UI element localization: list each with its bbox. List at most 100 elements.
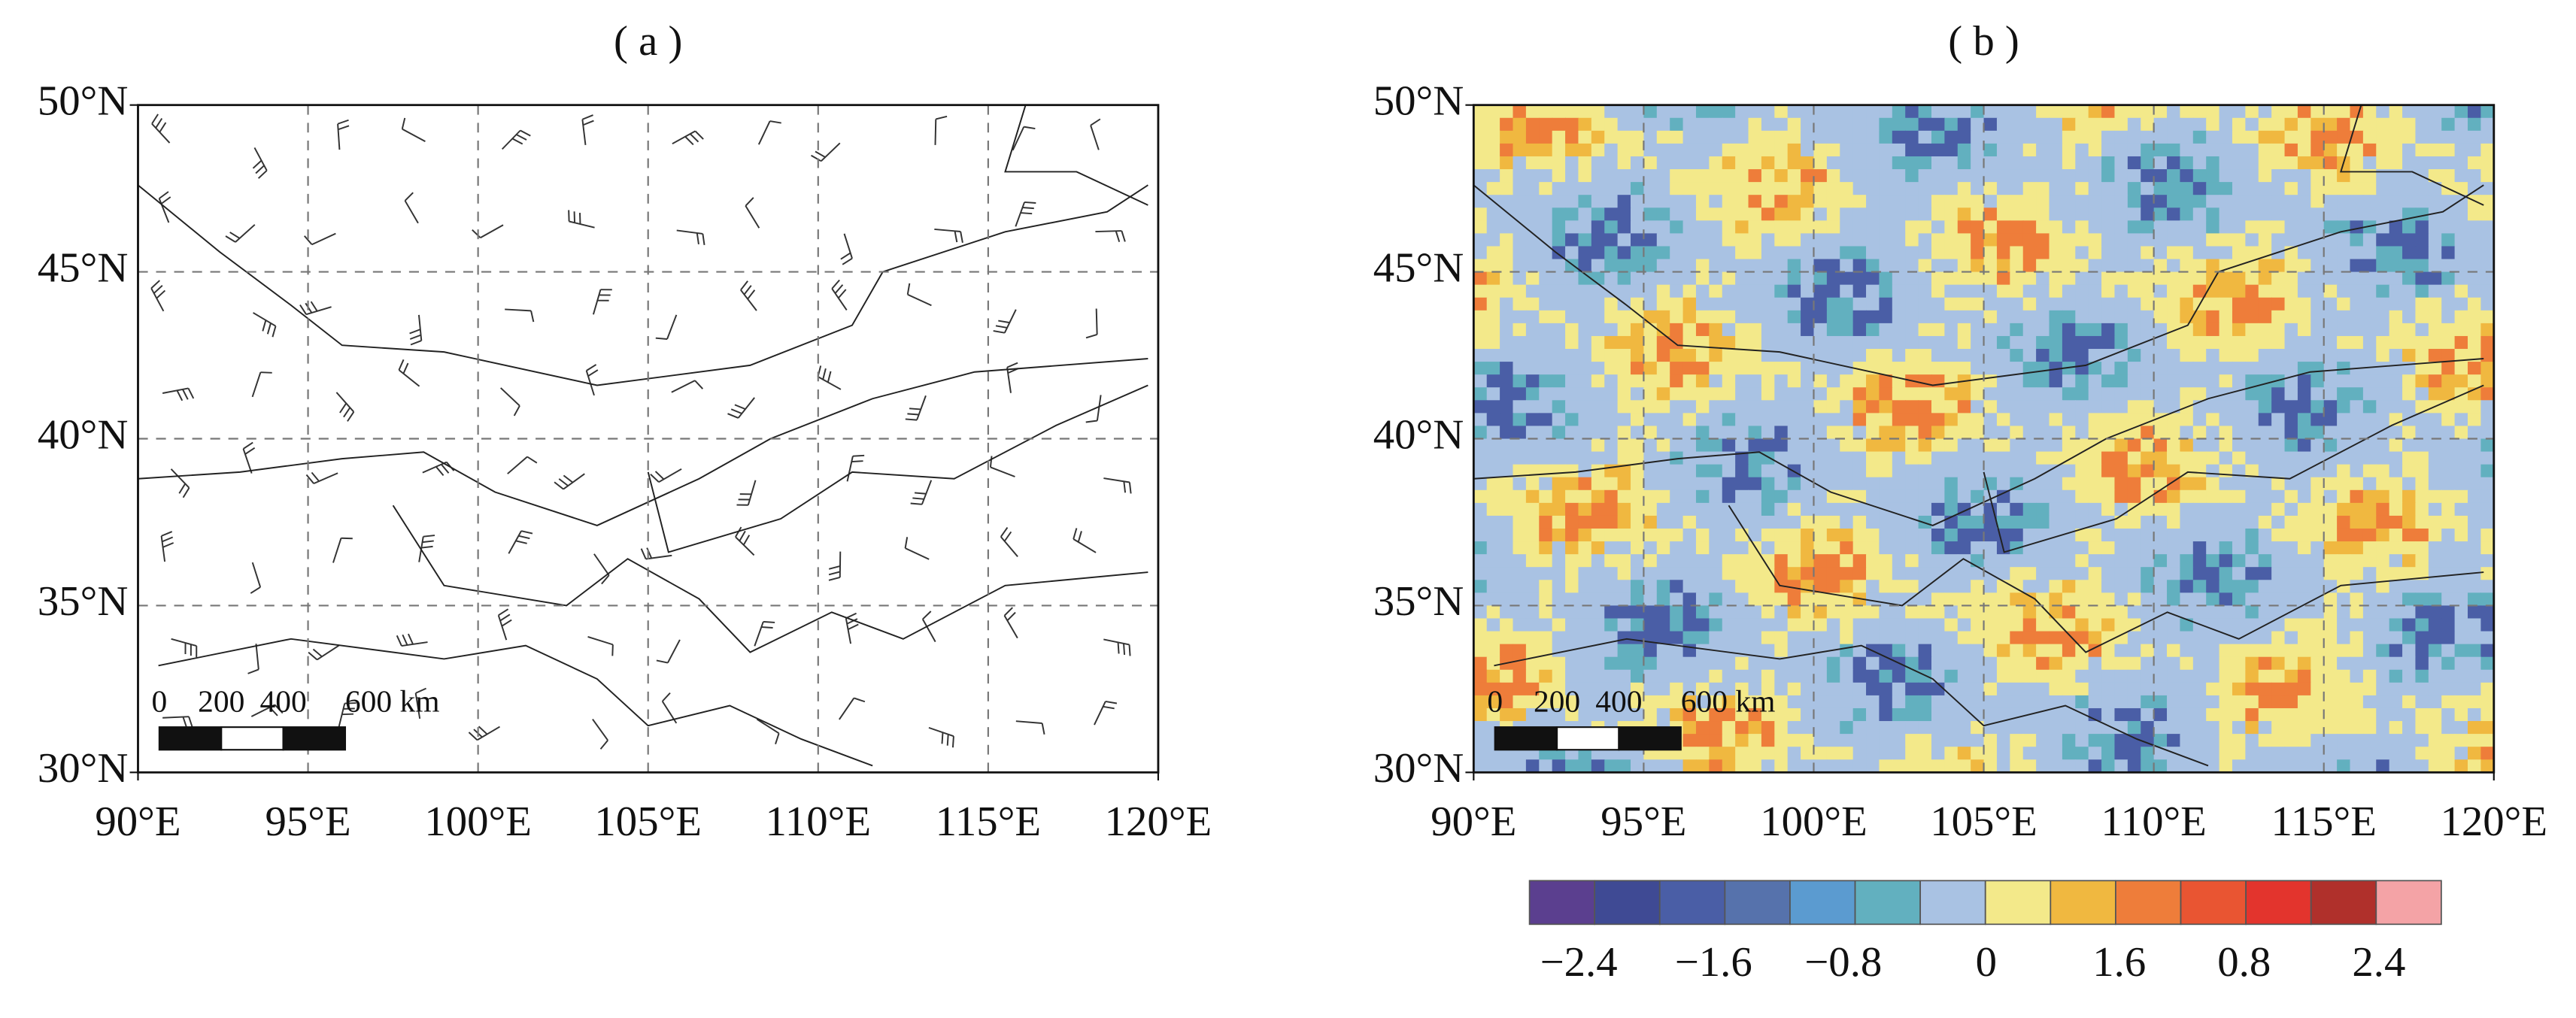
field-cell — [1813, 747, 1828, 760]
field-cell — [2114, 618, 2128, 632]
field-cell — [1879, 387, 1893, 401]
field-cell — [2075, 156, 2089, 170]
field-cell — [1552, 387, 1566, 401]
field-cell — [1983, 362, 1998, 375]
field-cell — [2297, 374, 2311, 388]
field-cell — [1996, 721, 2010, 735]
field-cell — [2362, 592, 2377, 607]
field-cell — [2454, 528, 2468, 542]
field-cell — [2468, 605, 2482, 620]
field-cell — [2141, 605, 2155, 620]
field-cell — [2141, 592, 2155, 607]
wind-barb-tick — [1003, 607, 1013, 617]
field-cell — [1879, 656, 1893, 671]
field-cell — [2153, 323, 2168, 337]
field-cell — [1709, 284, 1723, 298]
field-cell — [1656, 669, 1670, 683]
field-cell — [2141, 271, 2155, 286]
field-cell — [2271, 143, 2286, 157]
field-cell — [2258, 554, 2272, 568]
field-cell — [1695, 682, 1710, 696]
field-cell — [2428, 605, 2442, 620]
field-cell — [2323, 349, 2338, 362]
field-cell — [1813, 489, 1828, 504]
field-cell — [1918, 259, 1932, 273]
field-cell — [2153, 130, 2168, 144]
field-cell — [2075, 451, 2089, 465]
field-cell — [2258, 682, 2272, 696]
field-cell — [1983, 182, 1998, 195]
field-cell — [1500, 682, 1514, 696]
wind-barb-tick — [554, 481, 564, 490]
field-cell — [2167, 310, 2181, 324]
field-cell — [1473, 747, 1488, 760]
wind-barb — [1015, 201, 1026, 227]
field-cell — [1552, 528, 1566, 542]
field-cell — [1905, 477, 1919, 491]
field-cell — [1695, 130, 1710, 144]
field-cell — [2245, 721, 2259, 735]
field-cell — [2454, 349, 2468, 362]
field-cell — [2428, 707, 2442, 722]
field-cell — [1695, 362, 1710, 375]
field-cell — [1552, 374, 1566, 388]
field-cell — [2127, 464, 2141, 478]
field-cell — [2350, 631, 2364, 645]
field-cell — [2088, 117, 2102, 132]
field-cell — [2323, 362, 2338, 375]
field-cell — [1539, 143, 1553, 157]
field-cell — [2284, 721, 2298, 735]
field-cell — [1513, 438, 1527, 453]
field-cell — [1774, 438, 1789, 453]
field-cell — [2480, 515, 2495, 529]
field-cell — [2454, 362, 2468, 375]
field-cell — [1748, 464, 1762, 478]
field-cell — [1957, 567, 1971, 580]
field-cell — [2402, 451, 2417, 465]
wind-barb-tick — [909, 408, 921, 411]
field-cell — [1971, 528, 1985, 542]
field-cell — [2141, 464, 2155, 478]
field-cell — [1840, 259, 1854, 273]
field-cell — [1787, 682, 1801, 696]
field-cell — [2337, 374, 2351, 388]
field-cell — [1565, 310, 1579, 324]
field-cell — [2206, 644, 2220, 658]
field-cell — [1748, 656, 1762, 671]
field-cell — [2192, 387, 2207, 401]
field-cell — [1944, 734, 1959, 747]
field-cell — [1761, 374, 1775, 388]
field-cell — [1500, 438, 1514, 453]
field-cell — [1813, 707, 1828, 722]
field-cell — [2010, 374, 2024, 388]
field-cell — [2088, 541, 2102, 555]
field-cell — [1617, 477, 1631, 491]
field-cell — [1944, 451, 1959, 465]
wind-barb-tick — [690, 133, 699, 143]
field-cell — [2323, 605, 2338, 620]
field-cell — [2362, 631, 2377, 645]
field-cell — [1801, 323, 1815, 337]
field-cell — [2088, 592, 2102, 607]
field-cell — [2127, 117, 2141, 132]
field-cell — [1879, 259, 1893, 273]
field-cell — [1682, 310, 1697, 324]
field-cell — [2258, 759, 2272, 773]
field-cell — [2010, 400, 2024, 414]
field-cell — [2258, 580, 2272, 593]
field-cell — [1971, 208, 1985, 221]
field-cell — [1971, 297, 1985, 311]
field-cell — [2284, 669, 2298, 683]
field-cell — [1525, 451, 1540, 465]
field-cell — [1682, 297, 1697, 311]
field-cell — [1604, 451, 1619, 465]
field-cell — [1604, 656, 1619, 671]
field-cell — [2271, 554, 2286, 568]
field-cell — [1552, 349, 1566, 362]
field-cell — [1473, 489, 1488, 504]
field-cell — [1774, 400, 1789, 414]
field-cell — [1761, 156, 1775, 170]
field-cell — [1670, 259, 1684, 273]
field-cell — [1826, 323, 1840, 337]
field-cell — [2323, 618, 2338, 632]
